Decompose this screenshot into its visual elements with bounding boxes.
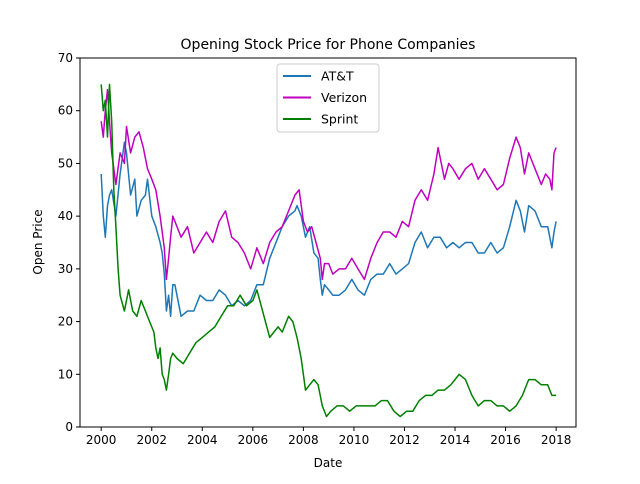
series-line-verizon	[100, 88, 557, 281]
x-tick-label: 2008	[288, 433, 319, 447]
plot-frame	[79, 57, 577, 428]
x-tick-label: 2018	[541, 433, 572, 447]
chart-title: Opening Stock Price for Phone Companies	[181, 37, 476, 53]
y-tick-label: 60	[58, 104, 73, 118]
legend-label-verizon: Verizon	[321, 90, 367, 105]
x-axis-label: Date	[314, 456, 343, 470]
x-tick-label: 2012	[389, 433, 420, 447]
legend-label-sprint: Sprint	[321, 112, 358, 127]
x-axis: 2000 2002 2004 2006 2008 2010 2012 2014 2016 2018	[86, 427, 572, 447]
y-tick-label: 70	[58, 51, 73, 65]
x-tick-label: 2002	[136, 433, 167, 447]
x-tick-label: 2006	[238, 433, 269, 447]
x-tick-label: 2014	[440, 433, 471, 447]
x-tick-label: 2004	[187, 433, 218, 447]
series-line-sprint	[100, 83, 557, 418]
y-tick-label: 30	[58, 262, 73, 276]
y-tick-label: 20	[58, 315, 73, 329]
y-tick-label: 50	[58, 156, 73, 170]
legend-box	[276, 63, 380, 133]
series-line-at-t	[100, 141, 557, 318]
x-tick-label: 2000	[86, 433, 117, 447]
y-tick-label: 40	[58, 209, 73, 223]
legend: AT&T Verizon Sprint	[276, 63, 380, 133]
y-tick-label: 0	[65, 420, 73, 434]
y-axis-label: Open Price	[31, 209, 45, 274]
legend-label-at-t: AT&T	[321, 69, 354, 84]
y-axis: 0 10 20 30 40 50 60 70	[58, 51, 80, 434]
y-tick-label: 10	[58, 367, 73, 381]
x-tick-label: 2016	[490, 433, 521, 447]
plot-lines	[100, 83, 557, 418]
x-tick-label: 2010	[339, 433, 370, 447]
